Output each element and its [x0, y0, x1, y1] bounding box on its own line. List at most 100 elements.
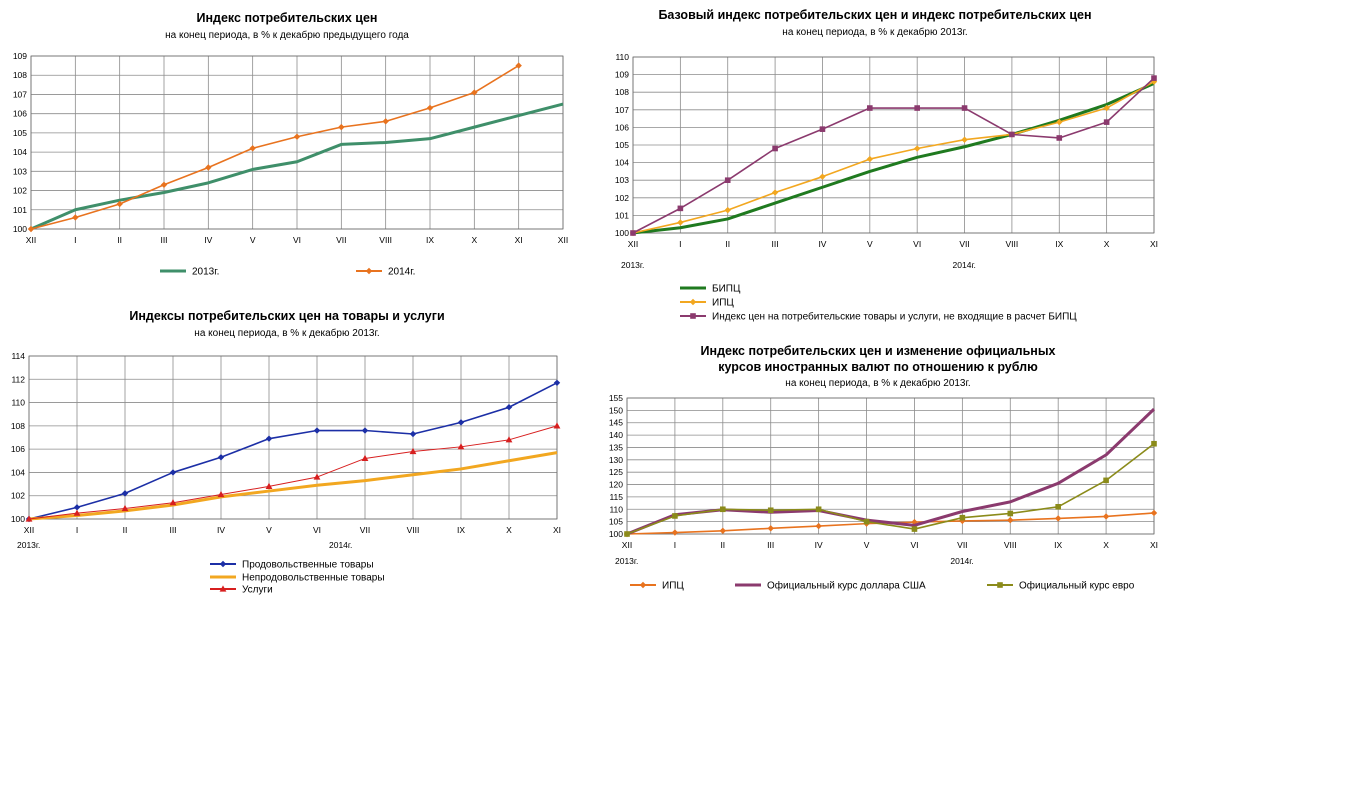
series-line	[632, 77, 1155, 234]
data-point	[959, 514, 966, 521]
x-tick-label: IX	[1054, 540, 1062, 550]
y-tick-label: 100	[615, 228, 629, 238]
chart-title-line2: курсов иностранных валют по отношению к …	[718, 360, 1038, 374]
x-tick-label: VIII	[1004, 540, 1017, 550]
legend-label: ИПЦ	[712, 298, 734, 309]
legend-marker	[365, 267, 373, 275]
x-tick-label: XI	[553, 525, 561, 535]
legend-label: Официальный курс евро	[1019, 580, 1135, 592]
x-tick-label: I	[76, 525, 78, 535]
cpi-annual-chart: Индекс потребительских цен на конец пери…	[13, 11, 568, 278]
core-cpi-chart: Базовый индекс потребительских цен и инд…	[615, 8, 1158, 323]
data-point	[553, 422, 561, 429]
legend-label: ИПЦ	[662, 581, 684, 592]
x-tick-label: III	[772, 239, 779, 249]
chart-subtitle: на конец периода, в % к декабрю предыдущ…	[165, 29, 409, 41]
x-tick-label: IX	[457, 525, 465, 535]
y-tick-label: 103	[13, 166, 27, 176]
y-tick-label: 106	[11, 444, 25, 454]
data-point	[457, 419, 465, 426]
y-tick-label: 155	[609, 393, 623, 403]
data-point	[771, 189, 779, 196]
plot-frame	[626, 397, 1155, 535]
series-line	[632, 80, 1155, 234]
x-group-label: 2013г.	[615, 556, 638, 566]
y-tick-label: 107	[13, 89, 27, 99]
data-point	[249, 145, 256, 152]
y-tick-label: 107	[615, 105, 629, 115]
x-tick-label: IX	[426, 235, 434, 245]
legend-label: Услуги	[242, 585, 273, 596]
data-point	[624, 531, 630, 537]
x-tick-label: X	[471, 235, 477, 245]
y-tick-label: 106	[13, 109, 27, 119]
x-tick-label: V	[266, 525, 272, 535]
y-tick-label: 101	[13, 205, 27, 215]
x-tick-label: IV	[815, 540, 823, 550]
x-tick-label: III	[169, 525, 176, 535]
x-tick-label: III	[160, 235, 167, 245]
data-point	[265, 482, 273, 489]
data-point	[1103, 477, 1109, 484]
data-point	[961, 105, 968, 111]
y-tick-label: 112	[11, 374, 25, 384]
data-point	[1103, 119, 1110, 125]
data-point	[205, 164, 212, 171]
data-point	[382, 118, 389, 125]
data-point	[471, 89, 478, 96]
y-tick-label: 130	[609, 455, 623, 465]
series-line	[626, 443, 1155, 535]
plot-frame	[28, 355, 558, 520]
x-group-label: 2014г.	[329, 540, 352, 550]
series-line	[28, 382, 558, 520]
data-point	[767, 525, 774, 532]
data-point	[217, 454, 225, 461]
data-point	[409, 430, 417, 438]
y-tick-label: 114	[11, 351, 25, 361]
x-tick-label: II	[720, 540, 725, 550]
data-point	[672, 513, 678, 519]
y-tick-label: 108	[11, 421, 25, 431]
data-point	[553, 379, 561, 386]
chart-title: Базовый индекс потребительских цен и инд…	[658, 8, 1091, 22]
data-point	[1151, 440, 1157, 447]
x-tick-label: XII	[24, 525, 34, 535]
series-line	[28, 425, 558, 520]
data-point	[338, 123, 345, 131]
data-point	[1055, 504, 1061, 510]
chart-subtitle: на конец периода, в % к декабрю 2013г.	[782, 26, 967, 38]
data-point	[1150, 509, 1158, 517]
data-point	[27, 225, 35, 233]
x-tick-label: IV	[818, 239, 826, 249]
legend-marker	[689, 298, 697, 306]
data-point	[677, 205, 684, 212]
y-tick-label: 115	[609, 492, 623, 502]
y-tick-label: 101	[615, 210, 629, 220]
data-point	[361, 427, 369, 434]
x-tick-label: VII	[336, 235, 346, 245]
series-line	[30, 64, 520, 230]
chart-subtitle: на конец периода, в % к декабрю 2013г.	[785, 377, 970, 389]
data-point	[1054, 515, 1062, 522]
data-point	[72, 214, 79, 221]
legend: БИПЦ ИПЦ Индекс цен на потребительские тов…	[680, 284, 1077, 323]
cpi-exchange-rates-chart: Индекс потребительских цен и изменение о…	[609, 344, 1158, 592]
y-tick-label: 140	[609, 430, 623, 440]
legend: ИПЦ Официальный курс доллара США Официальн…	[630, 580, 1135, 592]
y-tick-label: 100	[13, 224, 27, 234]
legend: Продовольственные товары Непродовольствен…	[210, 560, 385, 596]
y-tick-label: 102	[13, 186, 27, 196]
y-tick-label: 102	[615, 193, 629, 203]
x-tick-label: II	[117, 235, 122, 245]
x-tick-label: X	[1103, 540, 1109, 550]
y-tick-label: 109	[615, 70, 629, 80]
data-point	[671, 529, 679, 536]
x-tick-label: XI	[1150, 540, 1158, 550]
x-tick-label: III	[767, 540, 774, 550]
data-point	[911, 526, 918, 532]
data-point	[73, 509, 81, 516]
data-point	[121, 504, 129, 512]
data-point	[505, 436, 513, 443]
data-point	[1056, 118, 1063, 126]
series-line	[28, 451, 558, 521]
